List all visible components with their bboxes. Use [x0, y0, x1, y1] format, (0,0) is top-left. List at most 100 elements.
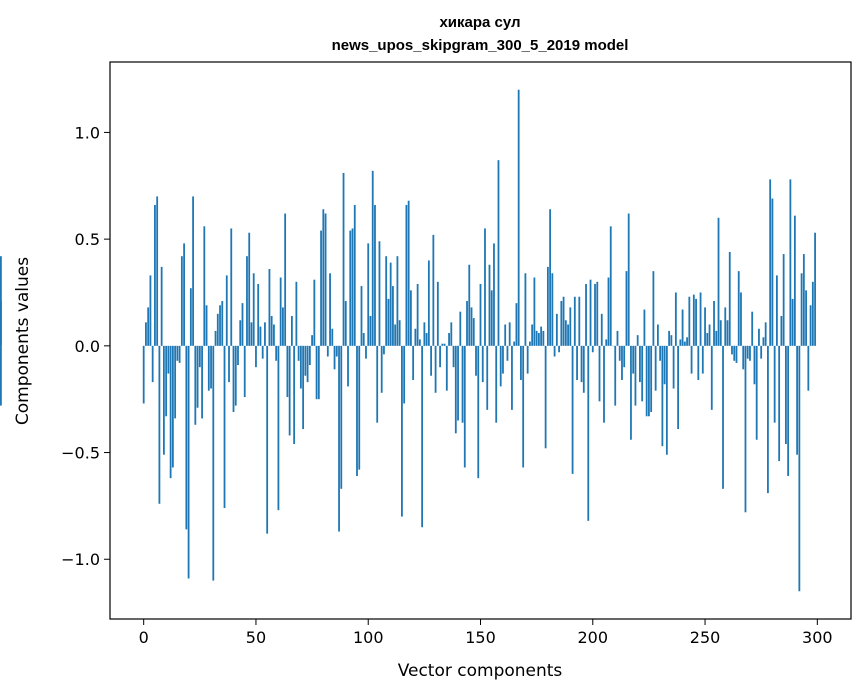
y-axis-label: Components values: [13, 257, 33, 425]
bar-104: [376, 345, 379, 423]
bar-264: [735, 345, 738, 363]
bar-27: [203, 226, 206, 346]
bar-128: [430, 345, 432, 376]
bar-87: [338, 345, 340, 532]
bar-139: [454, 345, 457, 434]
bar-70: [299, 345, 302, 389]
bar-170: [524, 273, 527, 346]
bar-96: [358, 345, 361, 470]
bar-180: [546, 266, 549, 346]
bar-14: [174, 345, 177, 419]
bar-141: [459, 311, 462, 346]
bar-244: [690, 345, 693, 374]
bar-219: [634, 345, 637, 406]
bar-257: [719, 320, 722, 346]
bar-73: [306, 345, 309, 383]
bar-undefined: [0, 256, 2, 346]
bar-129: [432, 234, 435, 346]
bar-241: [683, 341, 686, 346]
y-tick-label-0: 0.0: [75, 337, 100, 356]
y-tick-label--1: −1.0: [61, 550, 100, 569]
bar-215: [625, 271, 628, 346]
bar-135: [445, 345, 448, 391]
bar-291: [796, 345, 799, 455]
bar-267: [742, 345, 745, 370]
bar-143: [463, 345, 466, 468]
bar-229: [656, 324, 659, 346]
bar-132: [439, 345, 441, 368]
bar-82: [326, 345, 329, 357]
bar-163: [508, 322, 511, 346]
bar-230: [659, 345, 662, 361]
bar-67: [293, 345, 296, 445]
bar-169: [522, 345, 525, 468]
bar-198: [587, 345, 590, 521]
bar-252: [708, 324, 711, 346]
bar-136: [448, 333, 450, 346]
bar-28: [205, 305, 208, 346]
bar-125: [423, 322, 426, 346]
bar-298: [811, 281, 814, 346]
bar-173: [531, 324, 534, 346]
bar-62: [282, 307, 284, 346]
bar-191: [571, 345, 574, 474]
bar-46: [246, 256, 248, 346]
bar-176: [537, 333, 540, 346]
bar-268: [744, 345, 747, 513]
bar-273: [755, 345, 758, 440]
bar-88: [340, 345, 343, 489]
bar-201: [594, 283, 596, 346]
bar-274: [758, 328, 760, 346]
bar-255: [715, 330, 718, 346]
bar-242: [686, 337, 688, 346]
bar-52: [259, 326, 262, 346]
bar-94: [353, 204, 356, 346]
bar-250: [704, 307, 706, 346]
bar-121: [414, 328, 417, 346]
bar-77: [315, 345, 318, 400]
chart-title: хикара сул: [439, 14, 520, 31]
bar-148: [475, 345, 477, 376]
x-tick-label-0: 0: [139, 628, 149, 647]
bar-299: [814, 232, 816, 346]
bar-43: [239, 320, 242, 346]
bar-260: [726, 320, 729, 346]
x-axis-ticks: 0 50 100 150 200 250 300: [139, 619, 833, 647]
bar-50: [255, 345, 257, 368]
bar-31: [212, 345, 215, 581]
bar-236: [672, 345, 675, 389]
bar-189: [567, 324, 569, 346]
bar-280: [771, 198, 774, 346]
bar-44: [241, 303, 244, 346]
bar-140: [457, 345, 459, 421]
bar-147: [472, 318, 475, 346]
bar-258: [722, 345, 724, 489]
bar-118: [407, 200, 410, 346]
bar-36: [223, 345, 226, 509]
bar-262: [731, 345, 733, 355]
bar-115: [401, 345, 403, 517]
bar-234: [668, 330, 671, 346]
bar-85: [333, 345, 336, 370]
bar-106: [380, 345, 383, 393]
bar-20: [187, 345, 190, 579]
bar-91: [347, 345, 349, 387]
bar-278: [767, 345, 769, 494]
plot-frame: [109, 61, 852, 620]
bar-226: [650, 345, 653, 412]
bar-0: [142, 345, 145, 404]
bar-32: [214, 330, 217, 346]
y-tick-label--0.5: −0.5: [61, 444, 100, 463]
bar-65: [288, 345, 291, 436]
bar-17: [180, 256, 183, 346]
bar-76: [313, 279, 316, 346]
bar-275: [760, 345, 763, 359]
bar-261: [728, 251, 731, 346]
bar-58: [273, 324, 275, 346]
bar-245: [692, 294, 695, 346]
bar-42: [237, 345, 239, 366]
x-tick-label-150: 150: [465, 628, 496, 647]
bar-37: [225, 275, 228, 346]
bar-138: [452, 345, 455, 368]
x-tick-label-250: 250: [690, 628, 721, 647]
